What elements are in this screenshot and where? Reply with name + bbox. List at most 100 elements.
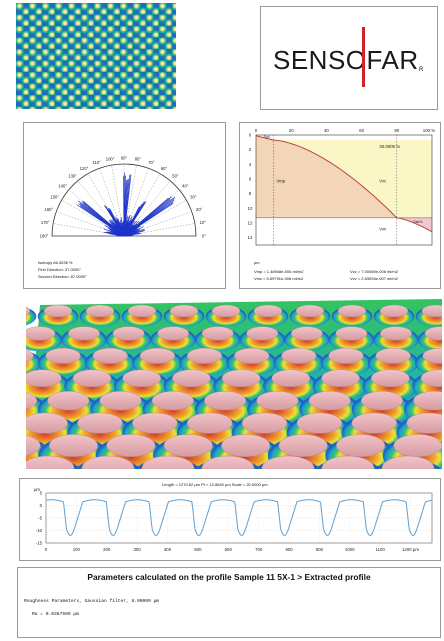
topography-pillar-top <box>186 412 233 434</box>
profile-y-tick-label: 5 <box>40 491 43 496</box>
bearing-y-tick-label: 0 <box>249 133 252 138</box>
topography-3d-view <box>26 299 442 469</box>
topography-pillar-top <box>328 347 364 364</box>
profile-x-tick-label: 400 <box>164 547 172 552</box>
profile-x-tick-label: 1200 µm <box>402 547 419 552</box>
polar-angle-label: 0° <box>202 234 206 239</box>
topography-pillar-top <box>68 326 100 341</box>
bearing-vmp-label: Vmp <box>276 179 285 184</box>
bearing-vvc-label: Vvc <box>379 179 386 184</box>
profile-chart: 5 0 -5 -10 -15 µm 0 100 200 300 400 500 600 700 800 900… <box>34 487 433 552</box>
profile-x-tick-label: 0 <box>45 547 48 552</box>
ra-value-line: Ra = 0.0367509 µm <box>32 612 79 617</box>
polar-angle-label: 120° <box>80 166 89 171</box>
isotropy-text: Isotropy 66.3036 % <box>38 260 73 265</box>
bearing-curve-line <box>255 135 433 233</box>
topography-pillar-top <box>271 369 311 388</box>
topography-pillar-top <box>169 304 199 318</box>
profile-x-tick-label: 600 <box>225 547 233 552</box>
profile-y-tick-label: -5 <box>38 516 42 521</box>
bearing-material-area <box>256 135 397 218</box>
topography-pillar-top <box>26 349 34 363</box>
topography-pillar-top <box>424 326 442 341</box>
profile-line <box>45 499 432 537</box>
topography-pillar-top <box>370 369 410 388</box>
topography-pillar-top <box>337 304 367 318</box>
topography-3d-image <box>26 299 442 469</box>
topography-pillar-top <box>201 455 255 469</box>
vmc-value: Vmc = 5.69791e-006 ml/m2 <box>254 276 304 281</box>
bearing-x-tick-label: 20 <box>289 128 294 133</box>
profile-y-tick-label: -15 <box>36 541 43 546</box>
topography-pillar-top <box>92 347 128 364</box>
polar-angle-label: 80° <box>135 157 142 162</box>
bearing-y-tick-label: 4 <box>249 162 252 167</box>
topography-pillar-top <box>211 304 241 318</box>
vvc-value: Vvc = 7.00069e-006 ml/m2 <box>350 269 398 274</box>
topography-pillar-top <box>336 434 386 457</box>
profile-x-tick-label: 800 <box>285 547 293 552</box>
polar-angle-label: 170° <box>41 220 50 225</box>
topography-pillar-top <box>81 455 135 469</box>
topography-pillar-top <box>151 391 194 411</box>
profile-y-tick-label: -10 <box>36 528 43 533</box>
topography-pillar-top <box>379 304 409 318</box>
topography-pillar-top <box>221 369 261 388</box>
bearing-x-tick-label: 60 <box>359 128 364 133</box>
topography-pillar-top <box>26 306 31 316</box>
topography-pillar-top <box>112 326 145 341</box>
topography-pillar-top <box>99 391 142 411</box>
topography-pillar-top <box>281 347 317 364</box>
polar-angle-label: 40° <box>182 183 189 188</box>
polar-angle-label: 150° <box>50 195 59 200</box>
topography-pillar-top <box>420 369 442 388</box>
topography-pillar-top <box>406 412 442 434</box>
bearing-y-tick-label: 6 <box>249 177 252 182</box>
bearing-vvv-label: Vvv <box>379 226 387 231</box>
bearing-spk-label: Spk <box>263 135 269 139</box>
topography-pillar-top <box>201 326 234 341</box>
topography-pillar-top <box>172 369 211 388</box>
topography-pillar-top <box>85 304 115 318</box>
polar-angle-label: 10° <box>200 220 207 225</box>
registered-mark: R <box>419 67 424 73</box>
profile-y-unit: µm <box>34 487 40 492</box>
topography-pillar-top <box>141 455 195 469</box>
bearing-y-tick-label: 14 <box>248 235 253 240</box>
topography-pillar-top <box>122 369 162 388</box>
bearing-unit: µm <box>254 260 260 265</box>
bearing-valley-area <box>396 217 432 232</box>
topography-pillar-top <box>127 304 157 318</box>
topography-pillar-top <box>26 412 68 434</box>
bearing-y-tick-label: 12 <box>248 221 253 226</box>
profile-x-tick-label: 1100 <box>376 547 386 552</box>
bearing-chart: 0 20 40 60 80 100 % 0 2 4 6 8 10 12 14 30.0000 % Vmp Vvc… <box>248 128 435 246</box>
bearing-void-area <box>273 140 397 218</box>
topography-pillar-top <box>26 369 62 388</box>
topography-pillar-top <box>375 347 411 364</box>
polar-angle-label: 90° <box>121 156 128 161</box>
topography-pillar-top <box>295 304 325 318</box>
bearing-x-tick-label: 40 <box>324 128 329 133</box>
bearing-curve-panel: 0 20 40 60 80 100 % 0 2 4 6 8 10 12 14 30.0000 % Vmp Vvc… <box>239 122 441 289</box>
second-direction-text: Second Direction: 87.0000° <box>38 274 87 279</box>
profile-x-tick-label: 700 <box>255 547 263 552</box>
topography-pillar-top <box>48 434 98 457</box>
profile-x-tick-label: 300 <box>134 547 142 552</box>
polar-angle-label: 30° <box>190 195 197 200</box>
topography-pillar-top <box>204 391 247 411</box>
profile-x-tick-label: 100 <box>73 547 81 552</box>
first-direction-text: First Direction: 37.0000° <box>38 267 81 272</box>
height-map-image <box>16 3 176 109</box>
topography-pillar-top <box>296 412 343 434</box>
topography-pillar-top <box>351 412 398 434</box>
profile-x-tick-label: 500 <box>194 547 202 552</box>
topography-pillar-top <box>413 391 442 411</box>
polar-angle-label: 70° <box>148 160 155 165</box>
topography-pillar-top <box>106 434 156 457</box>
height-map-thumbnail <box>16 3 176 109</box>
polar-angle-label: 50° <box>172 174 179 179</box>
topography-pillar-top <box>43 304 73 318</box>
topography-pillar-top <box>278 434 328 457</box>
parameters-title: Parameters calculated on the profile Sam… <box>87 572 371 582</box>
